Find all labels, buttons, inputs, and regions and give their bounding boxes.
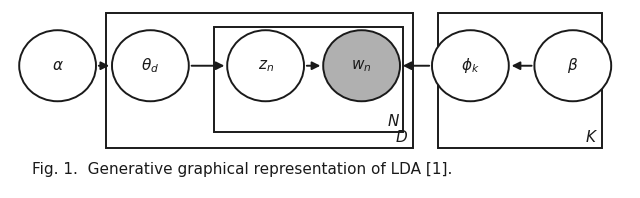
Text: Fig. 1.  Generative graphical representation of LDA [1].: Fig. 1. Generative graphical representat… xyxy=(32,162,452,177)
Text: $w_n$: $w_n$ xyxy=(351,58,372,74)
Ellipse shape xyxy=(534,30,611,101)
Text: $\theta_d$: $\theta_d$ xyxy=(141,56,159,75)
Ellipse shape xyxy=(323,30,400,101)
Ellipse shape xyxy=(227,30,304,101)
Text: $\beta$: $\beta$ xyxy=(567,56,579,75)
Text: $\alpha$: $\alpha$ xyxy=(52,58,63,73)
Text: $z_n$: $z_n$ xyxy=(257,58,274,74)
Text: D: D xyxy=(396,129,407,145)
Bar xyxy=(106,13,413,148)
Ellipse shape xyxy=(112,30,189,101)
Bar xyxy=(438,13,602,148)
Text: K: K xyxy=(585,129,595,145)
Ellipse shape xyxy=(432,30,509,101)
Ellipse shape xyxy=(19,30,96,101)
Text: $\phi_k$: $\phi_k$ xyxy=(461,56,479,75)
Bar xyxy=(214,27,403,132)
Text: N: N xyxy=(387,114,399,129)
